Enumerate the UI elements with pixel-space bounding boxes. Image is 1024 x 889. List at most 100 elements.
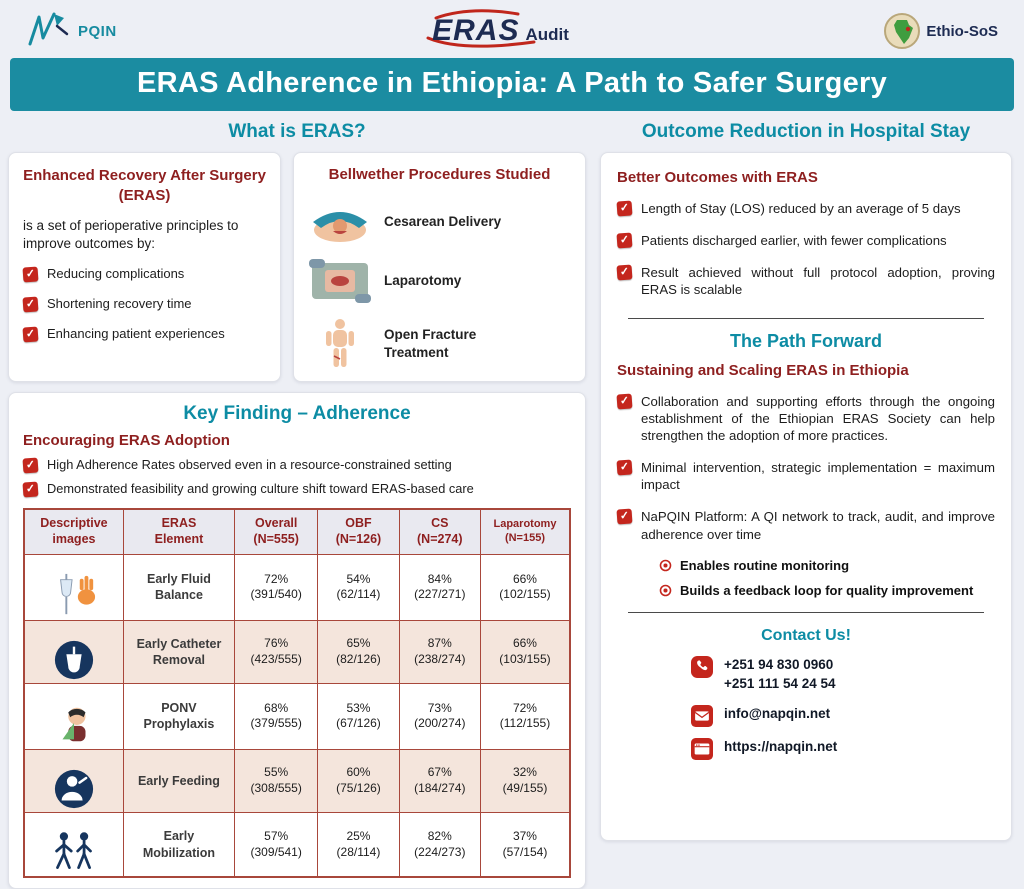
- check-text: Patients discharged earlier, with fewer …: [641, 233, 947, 249]
- check-text: Length of Stay (LOS) reduced by an avera…: [641, 201, 961, 216]
- checkbox-icon: ✓: [22, 296, 39, 313]
- value-cell: 25% (28/114): [317, 811, 400, 878]
- mobilization-icon: [23, 811, 124, 878]
- check-item: ✓ Reducing complications: [22, 266, 266, 283]
- sub-bullet-text: Builds a feedback loop for quality impro…: [680, 582, 974, 598]
- bellwether-card-title: Bellwether Procedures Studied: [328, 166, 551, 183]
- catheter-icon: [23, 620, 124, 684]
- check-item: ✓ Demonstrated feasibility and growing c…: [22, 481, 571, 498]
- checkbox-icon: ✓: [22, 326, 39, 343]
- bellwether-label: Laparotomy: [384, 272, 462, 288]
- col-header: ERAS Element: [122, 508, 236, 555]
- outcomes-card: Better Outcomes with ERAS ✓ Length of St…: [600, 152, 1012, 841]
- checkbox-icon: ✓: [22, 457, 39, 474]
- eras-definition-card: Enhanced Recovery After Surgery (ERAS) i…: [8, 152, 281, 382]
- table-row: PONV Prophylaxis 68% (379/555) 53% (67/1…: [23, 682, 571, 751]
- open-fracture-illustration: [308, 318, 372, 370]
- cesarean-illustration: [308, 200, 372, 244]
- website-icon: [691, 737, 713, 760]
- check-text: Reducing complications: [47, 266, 185, 282]
- check-item: ✓ Enhancing patient experiences: [22, 326, 266, 343]
- bellwether-card: Bellwether Procedures Studied Cesarean D…: [293, 152, 586, 382]
- website-row: https://napqin.net: [691, 737, 921, 760]
- napqin-pen-icon: [26, 10, 72, 53]
- email-row: info@napqin.net: [691, 704, 921, 727]
- check-item: ✓ Patients discharged earlier, with fewe…: [616, 232, 995, 249]
- phone-number: +251 94 830 0960: [724, 656, 834, 672]
- value-cell: 53% (67/126): [317, 682, 400, 751]
- header-bar: PQIN ERAS Audit Ethio-SoS: [8, 6, 1016, 58]
- value-cell: 55% (308/555): [234, 749, 319, 813]
- value-cell: 54% (62/114): [317, 553, 400, 622]
- col-header: Overall (N=555): [234, 508, 319, 555]
- checkbox-icon: ✓: [616, 200, 633, 217]
- eras-card-intro: is a set of perioperative principles to …: [23, 218, 239, 252]
- ponv-icon: [23, 682, 124, 751]
- value-cell: 65% (82/126): [317, 620, 400, 684]
- contact-block: +251 94 830 0960 +251 111 54 24 54 info@…: [691, 655, 921, 770]
- better-outcomes-title: Better Outcomes with ERAS: [617, 169, 818, 186]
- table-header-row: Descriptive images ERAS Element Overall …: [23, 508, 571, 555]
- value-cell: 67% (184/274): [398, 749, 481, 813]
- col-header: OBF (N=126): [317, 508, 400, 555]
- check-text: Result achieved without full protocol ad…: [641, 265, 995, 298]
- eras-logo-text: ERAS: [432, 14, 520, 47]
- check-item: ✓ Minimal intervention, strategic implem…: [616, 459, 995, 493]
- value-cell: 84% (227/271): [398, 553, 481, 622]
- value-cell: 72% (112/155): [479, 682, 571, 751]
- table-row: Early Fluid Balance 72% (391/540) 54% (6…: [23, 553, 571, 622]
- bellwether-label: Cesarean Delivery: [384, 213, 502, 229]
- value-cell: 60% (75/126): [317, 749, 400, 813]
- checkbox-icon: ✓: [22, 481, 39, 498]
- check-text: Shortening recovery time: [47, 296, 192, 312]
- table-row: Early Feeding 55% (308/555) 60% (75/126)…: [23, 749, 571, 813]
- value-cell: 87% (238/274): [398, 620, 481, 684]
- what-is-eras-heading: What is ERAS?: [228, 121, 366, 142]
- website-url: https://napqin.net: [724, 738, 838, 754]
- eras-element: PONV Prophylaxis: [122, 682, 236, 751]
- check-item: ✓ Collaboration and supporting efforts t…: [616, 393, 995, 444]
- email-address: info@napqin.net: [724, 705, 831, 721]
- feeding-icon: [23, 749, 124, 813]
- check-text: Collaboration and supporting efforts thr…: [641, 393, 995, 443]
- key-finding-title: Key Finding – Adherence: [183, 403, 411, 424]
- target-icon: [659, 559, 672, 572]
- napqin-label: PQIN: [78, 22, 117, 40]
- right-column: Outcome Reduction in Hospital Stay Bette…: [600, 119, 1012, 841]
- page-title: ERAS Adherence in Ethiopia: A Path to Sa…: [10, 58, 1014, 111]
- eras-audit-logo: ERAS Audit: [426, 9, 569, 48]
- table-row: Early Catheter Removal 76% (423/555) 65%…: [23, 620, 571, 684]
- value-cell: 73% (200/274): [398, 682, 481, 751]
- checkbox-icon: ✓: [22, 266, 39, 283]
- phone-row: +251 94 830 0960 +251 111 54 24 54: [691, 655, 921, 694]
- table-row: Early Mobilization 57% (309/541) 25% (28…: [23, 811, 571, 878]
- adherence-table: Descriptive images ERAS Element Overall …: [23, 508, 571, 879]
- check-text: Minimal intervention, strategic implemen…: [641, 460, 995, 493]
- checkbox-icon: ✓: [616, 232, 633, 249]
- email-icon: [691, 704, 713, 727]
- left-column: What is ERAS? Enhanced Recovery After Su…: [8, 119, 586, 889]
- key-finding-card: Key Finding – Adherence Encouraging ERAS…: [8, 392, 586, 889]
- phone-numbers: +251 94 830 0960 +251 111 54 24 54: [724, 655, 836, 694]
- checkbox-icon: ✓: [616, 508, 633, 525]
- sub-bullet-text: Enables routine monitoring: [680, 557, 850, 573]
- bellwether-label: Open Fracture Treatment: [384, 326, 477, 360]
- target-icon: [659, 584, 672, 597]
- laparotomy-illustration: [308, 258, 372, 303]
- contact-title: Contact Us!: [761, 626, 851, 644]
- path-forward-subtitle: Sustaining and Scaling ERAS in Ethiopia: [617, 361, 909, 379]
- eras-card-title: Enhanced Recovery After Surgery (ERAS): [23, 167, 266, 204]
- bellwether-item: Open Fracture Treatment: [308, 318, 571, 370]
- bellwether-item: Laparotomy: [308, 258, 571, 303]
- africa-map-icon: [884, 13, 921, 49]
- value-cell: 66% (102/155): [479, 553, 571, 622]
- outcome-heading: Outcome Reduction in Hospital Stay: [641, 121, 971, 142]
- path-forward-title: The Path Forward: [729, 330, 882, 351]
- bellwether-item: Cesarean Delivery: [308, 200, 571, 244]
- iv-fluid-icon: [23, 553, 124, 622]
- check-item: ✓ NaPQIN Platform: A QI network to track…: [616, 508, 995, 542]
- checkbox-icon: ✓: [616, 459, 633, 476]
- checkbox-icon: ✓: [616, 264, 633, 281]
- eras-element: Early Fluid Balance: [122, 553, 236, 622]
- check-text: High Adherence Rates observed even in a …: [47, 457, 452, 472]
